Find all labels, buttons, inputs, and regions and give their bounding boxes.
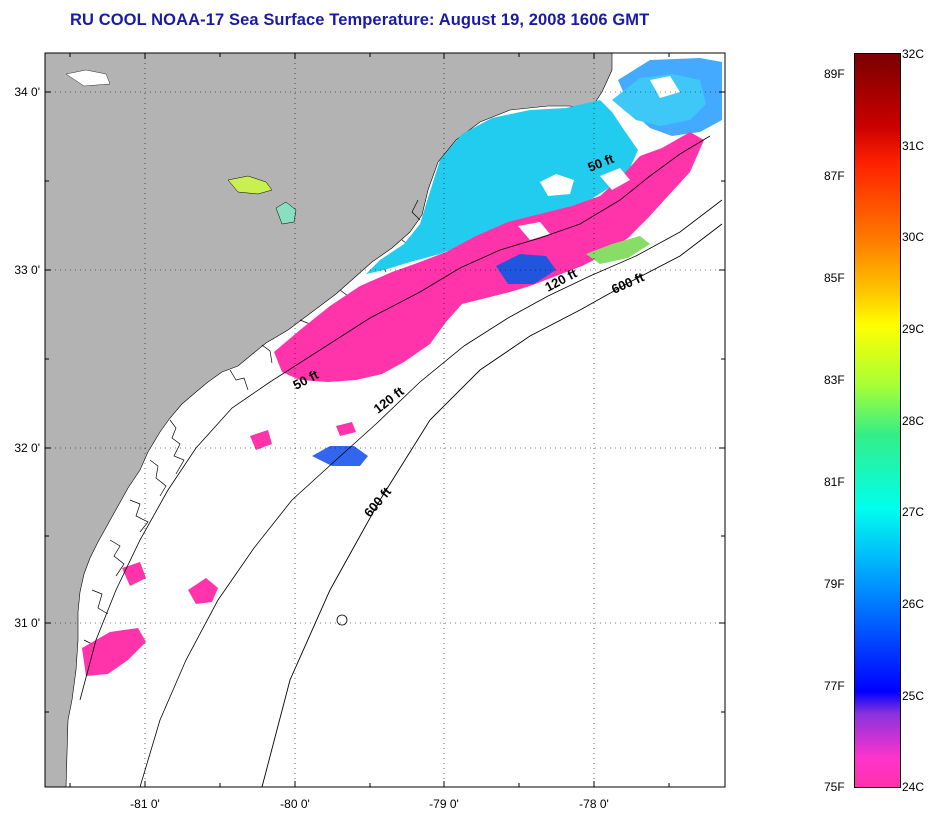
seamount-contour xyxy=(336,614,348,626)
lat-label-32: 32 0' xyxy=(14,441,40,455)
cb-celsius-30: 30C xyxy=(902,230,925,244)
sst-cold-region xyxy=(336,422,356,436)
sst-mixed-region xyxy=(496,254,556,284)
cb-celsius-27: 27C xyxy=(902,505,925,519)
lat-label-31: 31 0' xyxy=(14,616,40,630)
cb-celsius-25: 25C xyxy=(902,689,925,703)
cb-fahrenheit-83: 83F xyxy=(824,373,845,387)
sst-cold-region xyxy=(250,430,272,450)
lon-label-79: -79 0' xyxy=(429,797,459,811)
contour-50ft xyxy=(79,135,711,701)
map-title: RU COOL NOAA-17 Sea Surface Temperature:… xyxy=(70,11,650,29)
sst-cold-region xyxy=(274,132,704,382)
cb-fahrenheit-77: 77F xyxy=(824,679,845,693)
cb-fahrenheit-81: 81F xyxy=(824,475,845,489)
cb-celsius-24: 24C xyxy=(902,780,925,794)
sst-cold-region xyxy=(82,628,146,676)
contour-600ft xyxy=(261,223,723,787)
cb-celsius-28: 28C xyxy=(902,414,925,428)
contour-120ft xyxy=(139,199,723,787)
lat-label-34: 34 0' xyxy=(14,85,40,99)
land-mass xyxy=(45,53,613,787)
axis-ticks xyxy=(45,53,725,787)
cb-celsius-29: 29C xyxy=(902,322,925,336)
cb-celsius-26: 26C xyxy=(902,597,925,611)
cb-fahrenheit-87: 87F xyxy=(824,169,845,183)
cb-celsius-32: 32C xyxy=(902,47,925,61)
lon-label-81: -81 0' xyxy=(130,797,160,811)
map-frame xyxy=(44,52,726,788)
cb-fahrenheit-75: 75F xyxy=(824,780,845,794)
inland-lake xyxy=(275,201,297,225)
grid-lines xyxy=(45,53,725,787)
sst-cool-region xyxy=(612,74,706,126)
lon-label-80: -80 0' xyxy=(280,797,310,811)
sst-cold-region xyxy=(122,562,146,586)
inland-lake xyxy=(65,69,111,87)
cb-fahrenheit-85: 85F xyxy=(824,271,845,285)
sst-cold-region xyxy=(188,578,218,604)
temperature-colorbar xyxy=(854,53,901,788)
cloud-gap xyxy=(600,168,630,190)
cloud-gap xyxy=(540,174,574,196)
cb-fahrenheit-79: 79F xyxy=(824,577,845,591)
cb-fahrenheit-89: 89F xyxy=(824,67,845,81)
inland-lake xyxy=(227,175,273,195)
sst-cool-region xyxy=(366,100,638,274)
lon-label-78: -78 0' xyxy=(579,797,609,811)
lat-label-33: 33 0' xyxy=(14,263,40,277)
sst-mixed-region xyxy=(586,236,650,264)
cb-celsius-31: 31C xyxy=(902,139,925,153)
cloud-gap xyxy=(650,76,680,98)
cloud-gap xyxy=(518,222,550,240)
